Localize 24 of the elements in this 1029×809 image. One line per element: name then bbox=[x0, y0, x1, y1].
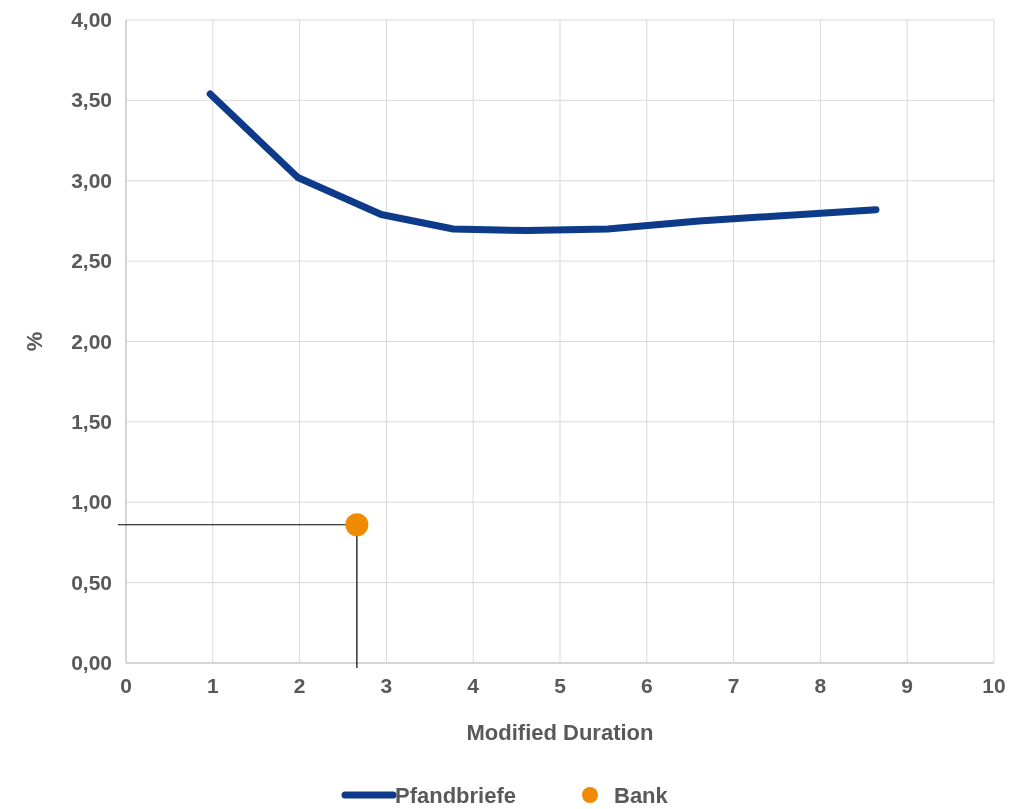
x-tick-label: 4 bbox=[467, 674, 480, 697]
x-tick-label: 9 bbox=[901, 674, 914, 697]
y-tick-label: 3,50 bbox=[71, 88, 112, 112]
x-tick-label: 1 bbox=[206, 674, 219, 697]
legend-label: Pfandbriefe bbox=[395, 783, 517, 808]
y-tick-label: 0,00 bbox=[71, 651, 112, 674]
x-tick-label: 2 bbox=[293, 674, 306, 697]
y-tick-label: 1,00 bbox=[71, 490, 112, 514]
x-tick-label: 8 bbox=[814, 674, 827, 697]
x-tick-label: 6 bbox=[640, 674, 653, 697]
legend-label: Bank bbox=[614, 783, 669, 808]
x-tick-label: 10 bbox=[982, 674, 1006, 697]
y-axis-title: % bbox=[22, 331, 47, 352]
y-tick-label: 3,00 bbox=[71, 168, 112, 192]
y-tick-label: 0,50 bbox=[71, 570, 112, 594]
x-tick-label: 3 bbox=[380, 674, 393, 697]
y-tick-label: 1,50 bbox=[71, 409, 112, 433]
x-tick-label: 5 bbox=[554, 674, 567, 697]
y-tick-label: 2,50 bbox=[71, 249, 112, 273]
y-tick-label: 2,00 bbox=[71, 329, 112, 353]
x-tick-label: 7 bbox=[727, 674, 740, 697]
x-axis-title: Modified Duration bbox=[466, 720, 654, 745]
x-tick-label: 0 bbox=[120, 674, 132, 697]
y-tick-label: 4,00 bbox=[71, 8, 112, 31]
